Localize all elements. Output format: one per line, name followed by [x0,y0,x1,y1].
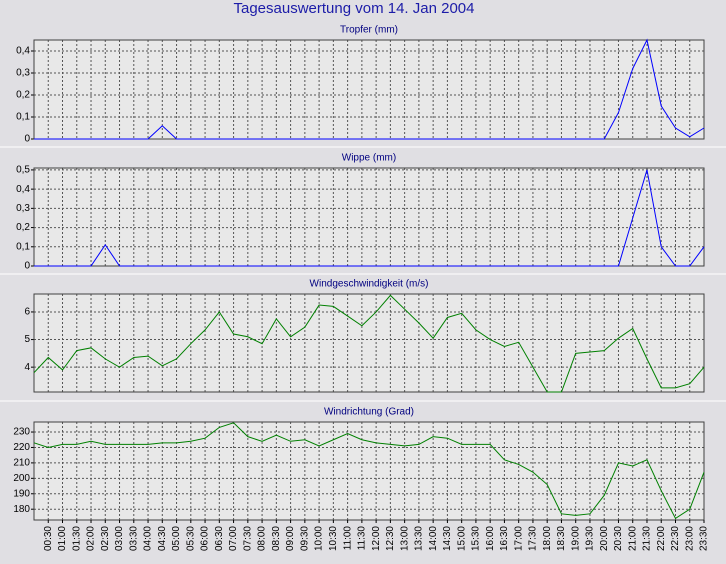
x-tick-label: 21:00 [627,526,638,551]
y-tick-label: 0,5 [16,165,30,176]
y-tick-label: 180 [13,504,30,515]
panel-title: Windrichtung (Grad) [324,407,414,418]
x-tick-label: 19:00 [570,526,581,551]
y-tick-label: 4 [24,362,30,373]
x-tick-label: 14:00 [428,526,439,551]
y-tick-label: 5 [24,334,30,345]
data-line [33,294,705,393]
x-tick-label: 18:30 [556,526,567,551]
x-tick-label: 16:00 [485,526,496,551]
plot-area [34,168,704,266]
x-tick-label: 11:00 [342,526,353,551]
x-tick-label: 20:00 [599,526,610,551]
x-tick-label: 01:30 [71,526,82,551]
panel-title: Tropfer (mm) [340,25,398,36]
y-tick-label: 190 [13,488,30,499]
y-tick-label: 0 [24,134,30,145]
panel-title: Wippe (mm) [342,153,396,164]
x-tick-label: 09:30 [299,526,310,551]
x-tick-label: 15:30 [471,526,482,551]
x-tick-label: 16:30 [499,526,510,551]
x-tick-label: 12:30 [385,526,396,551]
x-tick-label: 17:30 [528,526,539,551]
x-tick-label: 23:00 [684,526,695,551]
data-line [34,169,705,267]
y-tick-label: 0 [24,261,30,272]
x-tick-label: 12:00 [371,526,382,551]
plot-frame [33,421,705,521]
y-tick-label: 0,2 [16,90,30,101]
panel-title: Windgeschwindigkeit (m/s) [310,279,429,290]
x-tick-label: 23:30 [699,526,710,551]
y-tick-label: 200 [13,473,30,484]
x-tick-label: 04:00 [143,526,154,551]
x-tick-label: 14:30 [442,526,453,551]
x-tick-label: 08:00 [257,526,268,551]
data-line [34,38,705,140]
x-tick-label: 15:00 [456,526,467,551]
y-tick-label: 0,1 [16,112,30,123]
x-tick-label: 20:30 [613,526,624,551]
x-tick-label: 04:30 [157,526,168,551]
plot-area [34,294,704,392]
x-tick-label: 21:30 [642,526,653,551]
x-tick-label: 01:00 [57,526,68,551]
y-tick-label: 0,3 [16,203,30,214]
plot-area [34,40,704,139]
plot-frame [33,293,705,393]
y-tick-label: 0,2 [16,222,30,233]
x-tick-label: 06:00 [200,526,211,551]
x-tick-label: 13:00 [399,526,410,551]
x-tick-label: 22:00 [656,526,667,551]
y-tick-label: 0,4 [16,46,30,57]
x-tick-label: 10:00 [314,526,325,551]
page-title: Tagesauswertung vom 14. Jan 2004 [234,0,475,17]
x-tick-label: 22:30 [670,526,681,551]
x-tick-label: 09:00 [285,526,296,551]
y-tick-label: 210 [13,458,30,469]
x-tick-label: 03:00 [114,526,125,551]
x-tick-label: 05:30 [185,526,196,551]
x-tick-label: 07:30 [242,526,253,551]
x-tick-label: 07:00 [228,526,239,551]
y-tick-label: 0,3 [16,68,30,79]
y-tick-label: 0,4 [16,184,30,195]
x-tick-label: 00:30 [43,526,54,551]
x-tick-label: 10:30 [328,526,339,551]
x-tick-label: 18:00 [542,526,553,551]
y-tick-label: 6 [24,307,30,318]
x-tick-label: 19:30 [585,526,596,551]
data-line [33,422,705,520]
x-tick-label: 02:00 [86,526,97,551]
x-tick-label: 06:30 [214,526,225,551]
plot-area [34,422,704,520]
x-tick-label: 13:30 [414,526,425,551]
x-tick-label: 17:00 [513,526,524,551]
x-tick-label: 05:00 [171,526,182,551]
x-tick-label: 03:30 [128,526,139,551]
y-tick-label: 0,1 [16,241,30,252]
y-tick-label: 220 [13,442,30,453]
y-tick-label: 230 [13,427,30,438]
x-tick-label: 11:30 [357,526,368,551]
x-tick-label: 08:30 [271,526,282,551]
x-tick-label: 02:30 [100,526,111,551]
